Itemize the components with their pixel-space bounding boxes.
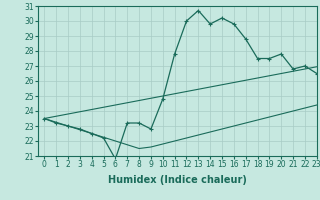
X-axis label: Humidex (Indice chaleur): Humidex (Indice chaleur) [108,175,247,185]
